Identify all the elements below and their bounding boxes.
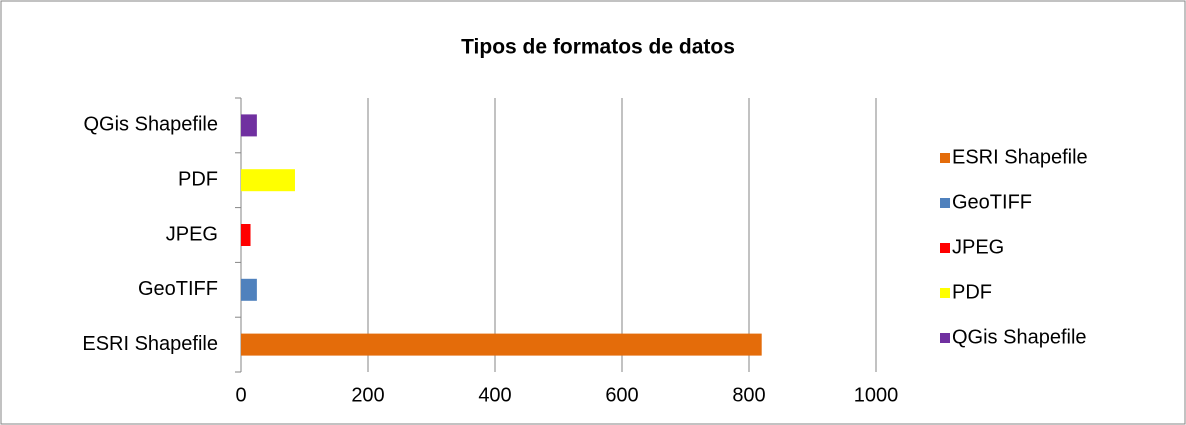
bar — [241, 278, 257, 301]
bar — [241, 333, 762, 356]
legend-swatch — [940, 288, 950, 298]
legend-label: QGis Shapefile — [952, 326, 1087, 348]
y-tick-label: QGis Shapefile — [83, 114, 218, 136]
x-tick-label: 800 — [732, 384, 765, 406]
x-tick-label: 1000 — [854, 384, 899, 406]
bar — [241, 224, 251, 246]
x-tick-label: 200 — [351, 384, 384, 406]
bar — [241, 114, 257, 137]
y-tick-label: PDF — [178, 168, 218, 190]
legend-label: PDF — [952, 281, 992, 303]
legend-label: ESRI Shapefile — [952, 146, 1088, 168]
x-tick-label: 400 — [478, 384, 511, 406]
chart-title: Tipos de formatos de datos — [461, 36, 735, 59]
bar — [241, 169, 295, 192]
legend-swatch — [940, 333, 950, 343]
y-tick-label: ESRI Shapefile — [82, 333, 218, 355]
legend-label: GeoTIFF — [952, 191, 1032, 213]
legend-swatch — [940, 243, 950, 253]
legend-swatch — [940, 153, 950, 163]
x-tick-label: 0 — [235, 384, 246, 406]
y-tick-label: JPEG — [166, 223, 218, 245]
legend-swatch — [940, 198, 950, 208]
y-tick-label: GeoTIFF — [138, 278, 218, 300]
legend-label: JPEG — [952, 236, 1004, 258]
x-tick-label: 600 — [605, 384, 638, 406]
